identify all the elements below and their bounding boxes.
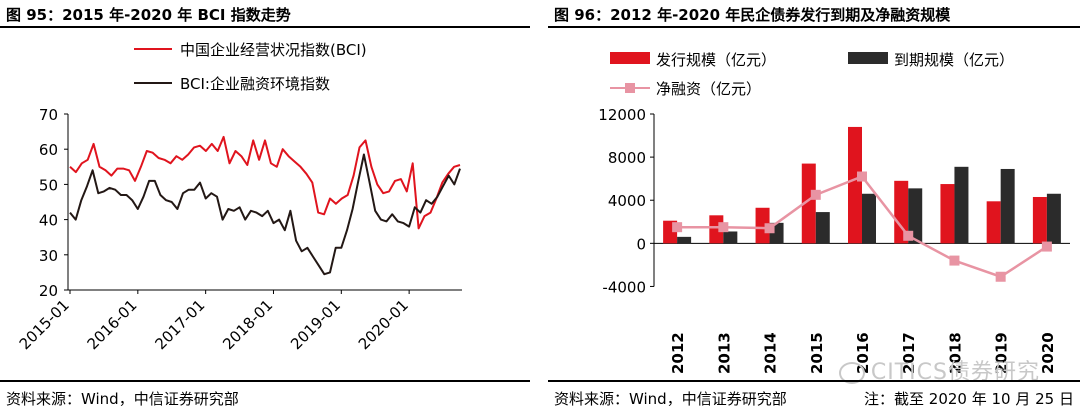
legend-label-2: BCI:企业融资环境指数 (180, 75, 330, 93)
x-tick-label: 2016-01 (84, 296, 141, 353)
net-financing-point (995, 271, 1006, 282)
left-top-rule (0, 26, 530, 28)
left-source: 资料来源：Wind，中信证券研究部 (6, 390, 239, 408)
bar-issue (755, 207, 770, 244)
net-financing-point (857, 171, 867, 182)
bar-maturity (723, 231, 738, 244)
y-tick-label: 50 (39, 176, 58, 194)
bar-issue (848, 126, 862, 244)
legend-swatch-issue (610, 52, 650, 64)
net-financing-point (672, 222, 683, 233)
y-tick-label: 4000 (608, 192, 646, 210)
net-financing-point (764, 223, 775, 234)
x-tick-label: 2019 (993, 332, 1011, 374)
bar-issue (1032, 196, 1047, 244)
x-tick-label: 2019-01 (287, 296, 344, 353)
bond-bar-chart: 发行规模（亿元） 到期规模（亿元） 净融资（亿元） -4000 0 4000 8000 120… (598, 51, 1070, 374)
net-financing-point (949, 255, 960, 266)
x-tick-label: 2017-01 (151, 296, 208, 353)
bar-maturity (908, 188, 923, 244)
y-tick-label: 8000 (608, 149, 646, 167)
x-tick-label: 2012 (669, 332, 687, 374)
bar-maturity (1046, 193, 1061, 244)
bar-issue (940, 184, 955, 244)
net-financing-point (903, 230, 914, 241)
right-figure-title: 图 96：2012 年-2020 年民企债券发行到期及净融资规模 (554, 6, 951, 24)
legend-swatch-net-marker (625, 83, 635, 93)
series-line-1 (69, 135, 461, 230)
y-tick-label: 20 (39, 282, 58, 300)
legend-label-maturity: 到期规模（亿元） (894, 51, 1014, 69)
x-tick-label: 2017 (900, 332, 918, 374)
x-tick-label: 2015-01 (16, 296, 73, 353)
x-tick-label: 2020-01 (355, 296, 412, 353)
left-bottom-rule (0, 380, 530, 382)
x-tick-label: 2013 (715, 332, 733, 374)
right-top-rule (548, 26, 1080, 28)
wechat-logo-icon (838, 362, 865, 384)
legend-swatch-maturity (848, 52, 888, 64)
y-tick-label: 70 (39, 106, 58, 124)
bar-maturity (954, 166, 969, 244)
x-tick-label: 2014 (762, 332, 780, 374)
x-tick-label: 2018-01 (219, 296, 276, 353)
y-tick-label: 60 (39, 141, 58, 159)
bar-maturity (1000, 168, 1015, 244)
series-line-2 (69, 153, 461, 276)
net-financing-point (718, 222, 729, 233)
x-tick-label: 2020 (1039, 332, 1057, 374)
right-figure: 图 96：2012 年-2020 年民企债券发行到期及净融资规模 发行规模（亿元… (548, 0, 1080, 420)
bar-maturity (677, 236, 692, 244)
y-tick-label: 30 (39, 247, 58, 265)
left-figure-title: 图 95：2015 年-2020 年 BCI 指数走势 (6, 6, 291, 24)
legend-label-1: 中国企业经营状况指数(BCI) (180, 41, 367, 59)
bar-issue (986, 201, 1001, 244)
bar-issue (801, 163, 816, 244)
y-tick-label: 0 (636, 235, 646, 253)
left-figure: 图 95：2015 年-2020 年 BCI 指数走势 中国企业经营状况指数(B… (0, 0, 530, 420)
right-source: 资料来源：Wind，中信证券研究部 (554, 390, 787, 408)
y-tick-label: -4000 (602, 278, 646, 296)
y-tick-label: 40 (39, 212, 58, 230)
bar-maturity (862, 193, 876, 244)
right-bottom-rule (548, 380, 1080, 382)
net-financing-point (1041, 241, 1052, 252)
bar-maturity (815, 212, 830, 244)
x-tick-label: 2018 (946, 332, 964, 374)
right-note: 注：截至 2020 年 10 月 25 日 (864, 390, 1074, 408)
legend-label-net: 净融资（亿元） (656, 80, 761, 98)
x-tick-label: 2015 (808, 332, 826, 374)
y-tick-label: 12000 (598, 106, 646, 124)
bar-issue (894, 180, 909, 244)
net-financing-point (810, 189, 821, 200)
legend-label-issue: 发行规模（亿元） (656, 51, 776, 69)
bci-line-chart: 中国企业经营状况指数(BCI) BCI:企业融资环境指数 20 30 40 50 60 70 2… (16, 41, 462, 353)
